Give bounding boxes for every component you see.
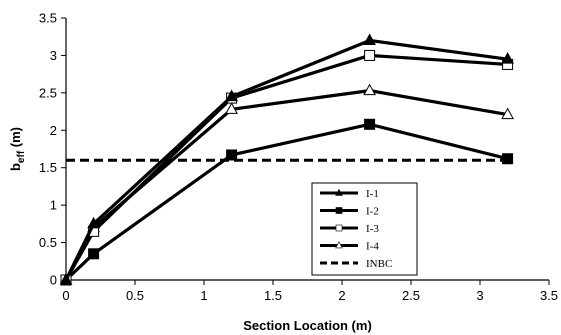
x-tick-label: 0: [62, 288, 69, 303]
series-line: [64, 122, 508, 282]
legend-marker: [335, 241, 343, 249]
series-i-3: [60, 49, 514, 286]
series-line: [64, 38, 508, 281]
data-point: [335, 224, 343, 232]
data-point: [226, 149, 238, 161]
y-tick-label: 1: [50, 198, 57, 213]
data-point: [335, 207, 343, 214]
x-tick-label: 2.5: [402, 288, 420, 303]
series-group: [59, 33, 514, 286]
data-point: [335, 241, 343, 249]
legend-marker: [335, 207, 343, 214]
x-tick-label: 1: [200, 288, 207, 303]
data-point: [363, 33, 376, 45]
legend-label: I-2: [366, 206, 379, 218]
data-point: [364, 118, 376, 130]
tick-labels: 0 0.5 1 1.5 2 2.5 3 3.5 0 0.5 1 1.5 2 2.5 3 3.5: [39, 11, 558, 304]
axes: [61, 17, 550, 285]
data-point: [225, 89, 238, 102]
series-line: [64, 53, 508, 281]
y-tick-label: 2.5: [39, 85, 57, 100]
x-axis-label: Section Location (m): [243, 318, 372, 333]
y-tick-label: 0.5: [39, 235, 57, 250]
data-point: [59, 272, 73, 285]
data-point: [363, 83, 376, 96]
data-point: [88, 248, 100, 260]
data-point: [501, 107, 514, 120]
y-tick-label: 3.5: [39, 11, 57, 26]
y-axis-label-unit: (m): [8, 127, 23, 151]
data-point: [225, 102, 238, 114]
series-line: [64, 89, 508, 281]
y-axis-label-sub: eff: [16, 150, 27, 163]
data-point: [335, 188, 343, 196]
legend-label: I-1: [366, 188, 379, 200]
legend-label: I-3: [366, 223, 379, 235]
x-tick-label: 0.5: [126, 288, 144, 303]
data-point: [501, 52, 514, 64]
legend-label: INBC: [366, 258, 392, 270]
y-axis-label-main: b: [8, 163, 23, 171]
legend: I-1 I-2 I-3 I-4 INBC: [311, 182, 418, 276]
x-tick-label: 1.5: [264, 288, 282, 303]
series-i-4: [59, 83, 514, 285]
y-axis-label: beff (m): [8, 127, 27, 171]
legend-label: I-4: [366, 241, 379, 253]
x-tick-label: 2: [338, 288, 345, 303]
y-tick-label: 0: [50, 273, 57, 288]
legend-marker: [335, 224, 343, 232]
series-i-1: [59, 33, 514, 285]
x-tick-label: 3.5: [540, 288, 558, 303]
x-tick-label: 3: [476, 288, 483, 303]
y-tick-label: 3: [50, 48, 57, 63]
y-tick-label: 2: [50, 123, 57, 138]
data-point: [364, 49, 376, 61]
series-i-2: [60, 118, 514, 286]
data-point: [87, 216, 100, 229]
y-tick-label: 1.5: [39, 160, 57, 175]
legend-marker: [335, 188, 343, 196]
